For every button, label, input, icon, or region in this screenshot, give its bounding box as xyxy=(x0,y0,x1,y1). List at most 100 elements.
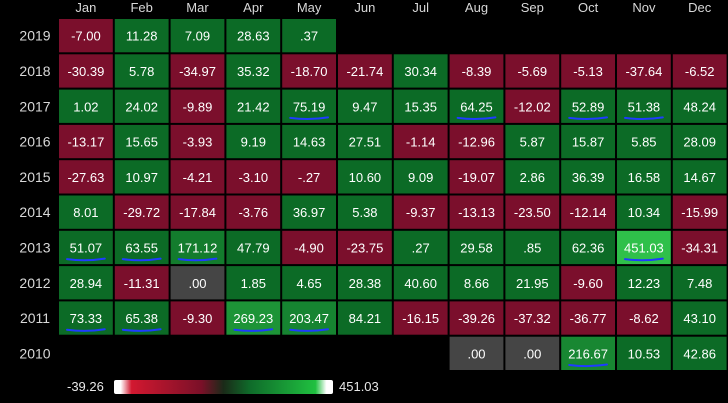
year-label: 2019 xyxy=(19,28,50,44)
heatmap-cell xyxy=(113,159,170,195)
heatmap-cell xyxy=(169,265,226,301)
heatmap-cell xyxy=(169,300,226,336)
cell-value: -4.90 xyxy=(294,240,324,255)
cell-value: -16.15 xyxy=(402,311,439,326)
cell-value: 24.02 xyxy=(125,99,158,114)
heatmap-cell xyxy=(58,18,114,54)
heatmap-cell xyxy=(225,53,282,89)
cell-value: -17.84 xyxy=(179,205,216,220)
heatmap-cell xyxy=(281,18,338,54)
annotation-underline xyxy=(289,328,329,332)
cell-value: 15.65 xyxy=(125,135,158,150)
heatmap-cell xyxy=(504,335,561,370)
cell-value: 451.03 xyxy=(624,240,664,255)
heatmap-cell xyxy=(392,194,449,230)
cell-value: 5.78 xyxy=(129,64,154,79)
heatmap-cell xyxy=(560,300,617,336)
month-label: May xyxy=(297,0,322,15)
month-label: Feb xyxy=(130,0,152,15)
heatmap-cell xyxy=(392,300,449,336)
month-label: Sep xyxy=(521,0,544,15)
cell-value: 14.67 xyxy=(683,170,716,185)
heatmap-cell xyxy=(392,159,449,195)
month-label: Apr xyxy=(243,0,264,15)
heatmap-cell xyxy=(337,53,393,89)
heatmap-cell xyxy=(560,229,617,266)
year-label: 2015 xyxy=(19,169,50,185)
cell-value: 1.85 xyxy=(241,276,266,291)
cell-value: 216.67 xyxy=(568,346,608,361)
cell-value: -34.31 xyxy=(681,240,718,255)
heatmap-cell xyxy=(281,229,338,266)
month-label: Nov xyxy=(632,0,656,15)
cell-value: 1.02 xyxy=(73,99,98,114)
cell-value: 4.65 xyxy=(296,276,321,291)
annotation-underline xyxy=(66,328,106,332)
annotation-underline xyxy=(177,257,218,262)
cell-value: -29.72 xyxy=(123,205,160,220)
cell-value: -8.62 xyxy=(629,311,659,326)
month-label: Jul xyxy=(412,0,429,15)
cell-value: -18.70 xyxy=(291,64,328,79)
cell-value: 10.53 xyxy=(628,346,661,361)
year-label: 2017 xyxy=(19,98,50,114)
cell-value: .85 xyxy=(523,240,541,255)
cell-value: 21.42 xyxy=(237,99,270,114)
heatmap-cell xyxy=(448,53,505,89)
heatmap-cell xyxy=(560,265,617,301)
heatmap-cell xyxy=(448,194,505,230)
color-scale-legend: -39.26 451.03 xyxy=(0,372,728,400)
cell-value: 9.09 xyxy=(408,170,433,185)
cell-value: -37.32 xyxy=(514,311,551,326)
cell-value: 62.36 xyxy=(572,240,605,255)
heatmap-chart: Jan Feb Mar Apr May Jun Jul Aug Sep Oct Nov Dec 2019… xyxy=(19,0,728,370)
heatmap-cell xyxy=(560,159,617,195)
cell-value: 52.89 xyxy=(572,99,605,114)
cell-value: 28.94 xyxy=(70,276,103,291)
heatmap-cell xyxy=(671,335,728,370)
cell-value: -9.60 xyxy=(573,276,603,291)
heatmap-cell xyxy=(448,123,505,160)
cell-value: 7.09 xyxy=(185,29,210,44)
heatmap-cell xyxy=(671,88,728,124)
cell-value: -36.77 xyxy=(570,311,607,326)
heatmap-cell xyxy=(504,265,561,301)
cell-value: .00 xyxy=(188,276,206,291)
heatmap-cell xyxy=(671,123,728,160)
cell-value: 51.38 xyxy=(628,99,661,114)
cell-value: 30.34 xyxy=(404,64,437,79)
heatmap-cell xyxy=(337,88,393,124)
annotation-underline xyxy=(233,328,274,332)
cell-value: 16.58 xyxy=(628,170,661,185)
heatmap-cell xyxy=(616,123,672,160)
annotation-underline xyxy=(66,257,106,262)
heatmap-cell xyxy=(225,18,282,54)
cell-value: -12.96 xyxy=(458,135,495,150)
cell-value: 36.39 xyxy=(572,170,605,185)
cell-value: -9.89 xyxy=(183,99,213,114)
heatmap-cell xyxy=(616,335,672,370)
heatmap-cell xyxy=(113,194,170,230)
heatmap-cell xyxy=(58,194,114,230)
heatmap-cell xyxy=(616,300,672,336)
heatmap-cell xyxy=(58,53,114,89)
heatmap-cell xyxy=(58,88,114,124)
heatmap-cell xyxy=(504,159,561,195)
annotation-underline xyxy=(624,116,664,121)
cell-value: -23.50 xyxy=(514,205,551,220)
heatmap-cell xyxy=(448,335,505,370)
cell-value: 203.47 xyxy=(289,311,329,326)
cell-value: -12.02 xyxy=(514,99,551,114)
cell-value: 47.79 xyxy=(237,240,270,255)
heatmap-cell xyxy=(616,194,672,230)
heatmap-cell xyxy=(504,300,561,336)
cell-value: 10.60 xyxy=(349,170,382,185)
cell-value: 48.24 xyxy=(683,99,716,114)
cell-value: 14.63 xyxy=(293,135,326,150)
heatmap-cell xyxy=(504,53,561,89)
heatmap-cell xyxy=(671,53,728,89)
heatmap-cell xyxy=(169,88,226,124)
heatmap-cell xyxy=(392,53,449,89)
annotation-underline xyxy=(289,116,329,121)
heatmap-cell xyxy=(169,194,226,230)
